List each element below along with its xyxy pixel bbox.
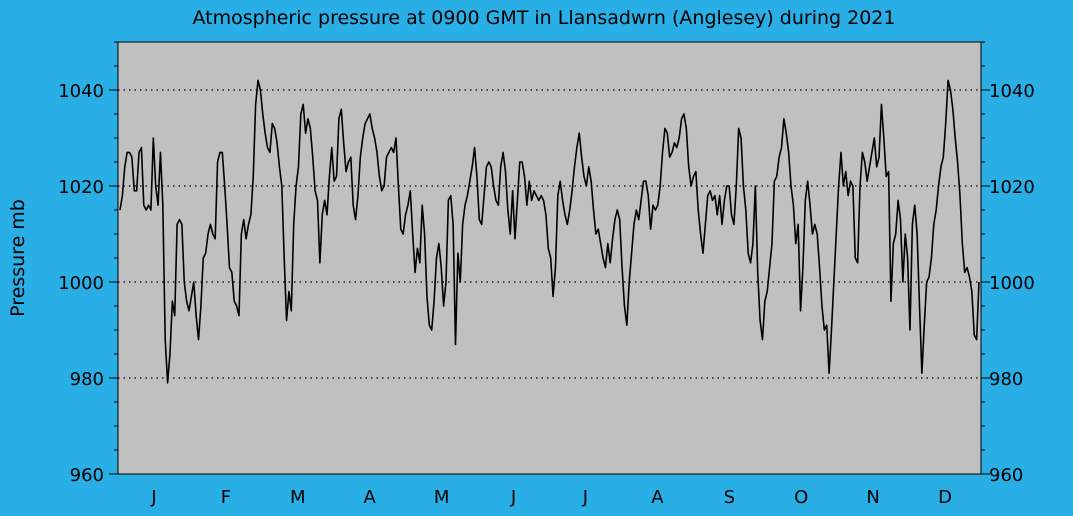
y-tick-label-left: 1040 (58, 81, 104, 102)
month-label: N (866, 487, 879, 508)
chart-title: Atmospheric pressure at 0900 GMT in Llan… (193, 7, 896, 29)
month-label: J (150, 487, 156, 508)
y-tick-label-left: 1000 (58, 273, 104, 294)
month-label: F (221, 487, 231, 508)
month-label: M (434, 487, 450, 508)
y-axis-label: Pressure mb (7, 199, 29, 317)
month-label: A (364, 487, 377, 508)
y-tick-label-right: 1020 (989, 177, 1035, 198)
y-tick-label-right: 980 (989, 369, 1023, 390)
pressure-series-line (119, 79, 980, 384)
month-label: D (938, 487, 952, 508)
month-label: S (724, 487, 735, 508)
month-label: O (794, 487, 808, 508)
month-label: J (510, 487, 516, 508)
y-tick-label-left: 960 (70, 465, 104, 486)
y-tick-label-left: 980 (70, 369, 104, 390)
plot-area (117, 41, 982, 475)
gridlines (118, 89, 981, 379)
month-label: A (651, 487, 664, 508)
y-tick-label-right: 1040 (989, 81, 1035, 102)
y-tick-label-right: 1000 (989, 273, 1035, 294)
y-tick-label-right: 960 (989, 465, 1023, 486)
month-label: J (582, 487, 588, 508)
y-tick-label-left: 1020 (58, 177, 104, 198)
y-axis-left: 960 980 1000 1020 1040 (58, 41, 118, 486)
month-label: M (290, 487, 306, 508)
y-axis-right: 960 980 1000 1020 1040 (981, 41, 1035, 486)
